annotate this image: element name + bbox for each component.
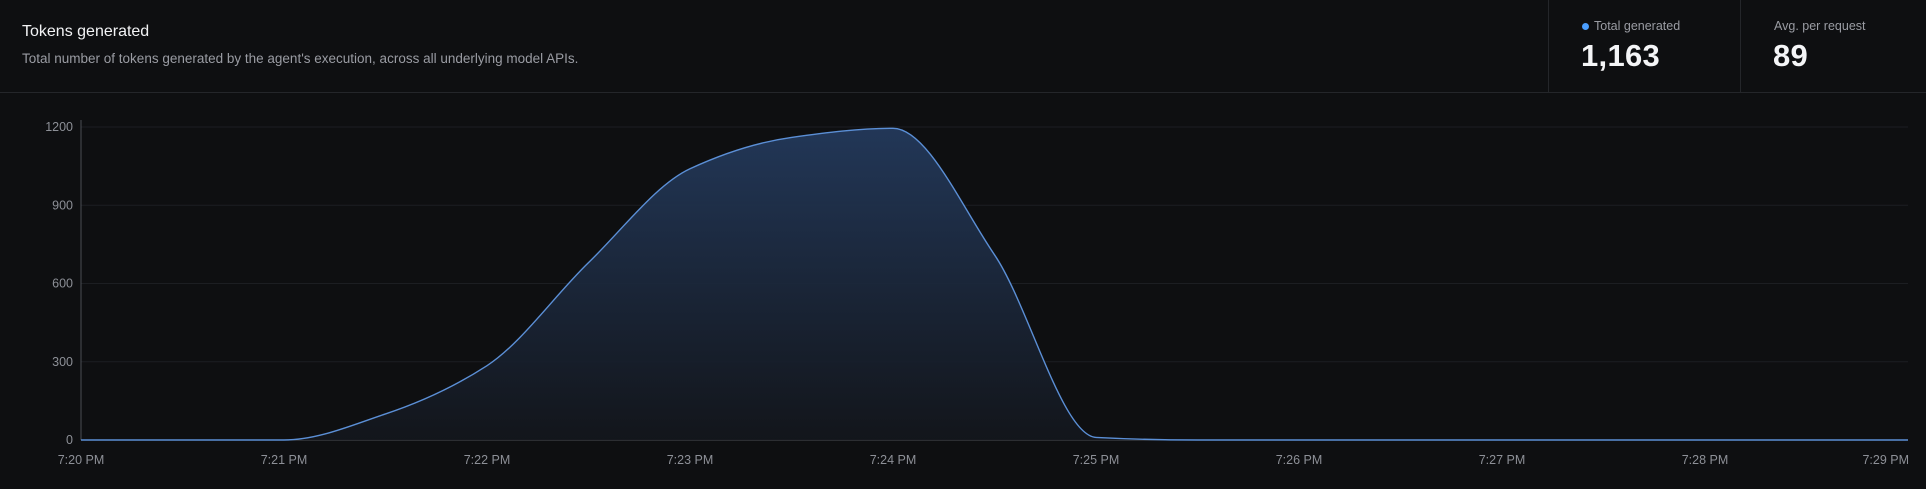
stat-value: 89 [1773,38,1809,73]
x-tick-label: 7:28 PM [1682,453,1729,467]
stat-label: Total generated [1594,19,1681,33]
x-tick-label: 7:29 PM [1862,453,1909,467]
x-tick-label: 7:24 PM [870,453,917,467]
series-dot-icon [1582,22,1589,30]
y-tick-label: 1200 [45,120,73,134]
x-tick-label: 7:23 PM [667,453,714,467]
chart-svg: 0 300 600 900 1200 7:20 PM 7:21 PM 7:22 PM 7:23 … [45,120,1909,467]
stat-value: 1,163 [1581,38,1661,73]
stat-label: Avg. per request [1774,19,1866,33]
panel-title: Tokens generated [22,23,150,40]
stat-total-generated: Total generated 1,163 [1548,0,1741,93]
x-tick-label: 7:20 PM [58,453,105,467]
y-tick-label: 600 [52,277,73,291]
panel-subtitle: Total number of tokens generated by the … [22,51,579,66]
panel-header: Tokens generated Total number of tokens … [0,0,1926,93]
x-tick-label: 7:26 PM [1276,453,1323,467]
x-tick-label: 7:22 PM [464,453,511,467]
x-tick-label: 7:21 PM [261,453,308,467]
x-tick-label: 7:27 PM [1479,453,1526,467]
y-tick-label: 0 [66,433,73,447]
tokens-area-chart: 0 300 600 900 1200 7:20 PM 7:21 PM 7:22 PM 7:23 … [0,93,1926,489]
series-area-fill [81,128,1908,440]
y-tick-label: 300 [52,355,73,369]
y-tick-label: 900 [52,198,73,212]
series-line [80,127,1908,441]
x-tick-label: 7:25 PM [1073,453,1120,467]
stat-avg-per-request: Avg. per request 89 [1740,0,1926,93]
